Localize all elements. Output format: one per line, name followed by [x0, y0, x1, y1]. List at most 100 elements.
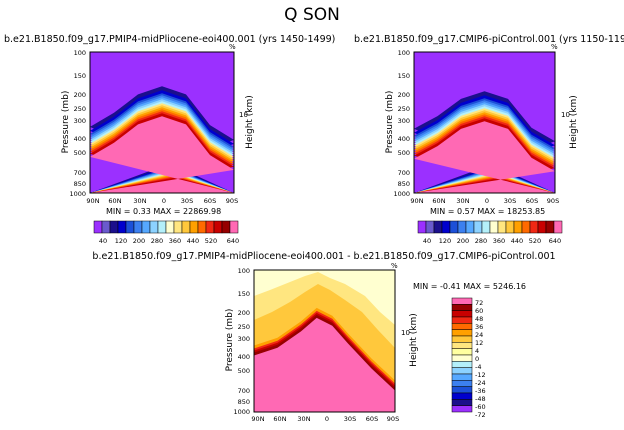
- x-tick-label: 30S: [181, 197, 193, 205]
- colorbar-label: 280: [475, 237, 487, 245]
- x-tick-label: 30N: [456, 197, 469, 205]
- colorbar-swatch: [93, 220, 103, 234]
- colorbar-label: 4: [475, 347, 479, 355]
- colorbar-swatch: [451, 386, 473, 394]
- colorbar-swatch: [229, 220, 239, 234]
- y-tick-label: 300: [398, 117, 410, 125]
- figure-title: Q SON: [284, 5, 340, 25]
- colorbar-swatch: [417, 220, 427, 234]
- colorbar-swatch: [513, 220, 523, 234]
- colorbar-swatch: [505, 220, 515, 234]
- colorbar-swatch: [109, 220, 119, 234]
- y-tick-label: 250: [398, 105, 410, 113]
- y-tick-label: 700: [238, 387, 250, 395]
- colorbar-swatch: [451, 373, 473, 381]
- colorbar-swatch: [141, 220, 151, 234]
- x-tick-label: 0: [162, 197, 166, 205]
- panel-2-ylabel: Pressure (mb): [385, 91, 395, 154]
- colorbar-swatch: [451, 304, 473, 311]
- colorbar-swatch: [451, 329, 473, 337]
- panel-1-colorbar: [93, 220, 239, 234]
- colorbar-label: 60: [475, 307, 483, 315]
- colorbar-swatch: [537, 220, 547, 234]
- x-tick-label: 90N: [251, 415, 264, 423]
- colorbar-swatch: [133, 220, 143, 234]
- panel-3-y-ticks: 100 150 200 250 300 400 500 700 850 1000: [233, 267, 250, 416]
- panel-1-ylabel-right: Height (km): [245, 95, 255, 149]
- colorbar-label: 24: [475, 331, 483, 339]
- colorbar-swatch: [451, 316, 473, 324]
- y-tick-label: 400: [398, 135, 410, 143]
- y-tick-label: 400: [74, 135, 86, 143]
- x-tick-label: 90N: [86, 197, 99, 205]
- colorbar-label: 120: [115, 237, 127, 245]
- y-tick-label: 700: [74, 169, 86, 177]
- colorbar-label: 0: [475, 355, 479, 363]
- colorbar-swatch: [101, 220, 111, 234]
- colorbar-swatch: [125, 220, 135, 234]
- colorbar-label: 440: [187, 237, 199, 245]
- panel-3: b.e21.B1850.f09_g17.PMIP4-midPliocene-eo…: [92, 251, 555, 423]
- colorbar-swatch: [553, 220, 563, 234]
- colorbar-swatch: [173, 220, 183, 234]
- colorbar-label: 640: [227, 237, 239, 245]
- y-tick-label: 1000: [69, 190, 86, 198]
- colorbar-swatch: [221, 220, 231, 234]
- x-tick-label: 30S: [344, 415, 356, 423]
- colorbar-swatch: [457, 220, 467, 234]
- contour-band: [90, 116, 234, 193]
- y-tick-label: 200: [238, 309, 250, 317]
- panel-2-top-mark: %: [551, 43, 558, 51]
- colorbar-label: 40: [423, 237, 431, 245]
- panel-1-y-ticks: 100 150 200 250 300 400 500 700 850 1000: [69, 49, 86, 198]
- panel-1-right-tick: 10: [239, 111, 248, 119]
- colorbar-label: 40: [99, 237, 107, 245]
- x-tick-label: 90S: [547, 197, 559, 205]
- colorbar-label: 640: [549, 237, 561, 245]
- panel-1-top-mark: %: [229, 43, 236, 51]
- colorbar-swatch: [149, 220, 159, 234]
- y-tick-label: 150: [74, 72, 86, 80]
- y-tick-label: 100: [398, 49, 410, 57]
- colorbar-swatch: [451, 380, 473, 387]
- x-tick-label: 60S: [204, 197, 216, 205]
- contour-band: [414, 121, 555, 193]
- colorbar-swatch: [451, 348, 473, 356]
- y-tick-label: 400: [238, 353, 250, 361]
- panel-2-y-ticks: 100 150 200 250 300 400 500 700 850 1000: [393, 49, 410, 198]
- panel-1-x-ticks: 90N 60N 30N 0 30S 60S 90S: [86, 197, 238, 205]
- y-tick-label: 1000: [393, 190, 410, 198]
- y-tick-label: 100: [74, 49, 86, 57]
- y-tick-label: 1000: [233, 408, 250, 416]
- panel-3-title: b.e21.B1850.f09_g17.PMIP4-midPliocene-eo…: [92, 251, 555, 262]
- colorbar-swatch: [165, 220, 175, 234]
- panel-1-stats: MIN = 0.33 MAX = 22869.98: [106, 207, 221, 216]
- colorbar-label: 200: [133, 237, 145, 245]
- x-tick-label: 30S: [504, 197, 516, 205]
- panel-3-x-ticks: 90N 60N 30N 0 30S 60S 90S: [251, 415, 399, 423]
- panel-3-frame: [253, 269, 396, 413]
- panel-2-title: b.e21.B1850.f09_g17.CMIP6-piControl.001 …: [354, 34, 624, 45]
- colorbar-label: 360: [169, 237, 181, 245]
- panel-2-x-ticks: 90N 60N 30N 0 30S 60S 90S: [410, 197, 559, 205]
- colorbar-swatch: [451, 310, 473, 318]
- x-tick-label: 60S: [526, 197, 538, 205]
- colorbar-swatch: [481, 220, 491, 234]
- x-tick-label: 30N: [297, 415, 310, 423]
- panel-2-colorbar-labels: 40 120 200 280 360 440 520 640: [423, 237, 561, 245]
- panel-2-frame: [413, 51, 556, 194]
- colorbar-swatch: [117, 220, 127, 234]
- colorbar-label: 120: [439, 237, 451, 245]
- colorbar-swatch: [545, 220, 555, 234]
- panel-2-ylabel-right: Height (km): [569, 95, 579, 149]
- colorbar-swatch: [451, 367, 473, 375]
- panel-3-colorbar: [451, 297, 473, 413]
- panel-1-frame: [89, 51, 235, 194]
- panel-3-plot: [254, 270, 395, 412]
- colorbar-swatch: [425, 220, 435, 234]
- panel-3-top-mark: %: [391, 262, 398, 270]
- x-tick-label: 60S: [366, 415, 378, 423]
- colorbar-label: 520: [529, 237, 541, 245]
- y-tick-label: 300: [74, 117, 86, 125]
- x-tick-label: 60N: [273, 415, 286, 423]
